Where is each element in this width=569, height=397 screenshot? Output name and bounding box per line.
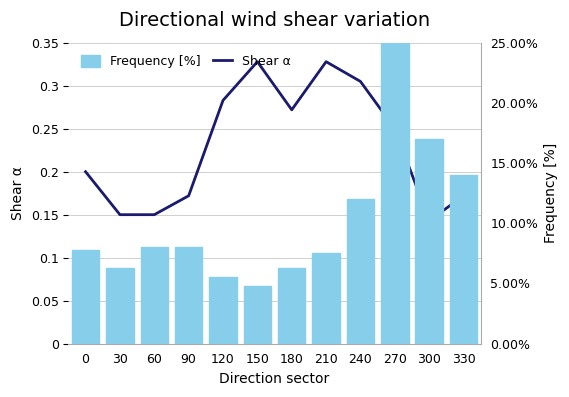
X-axis label: Direction sector: Direction sector — [220, 372, 329, 386]
Bar — [106, 268, 134, 344]
Bar — [278, 268, 306, 344]
Bar — [312, 253, 340, 344]
Bar — [72, 250, 100, 344]
Shear α — [288, 108, 295, 112]
Shear α — [426, 218, 432, 223]
Shear α — [117, 212, 123, 217]
Y-axis label: Frequency [%]: Frequency [%] — [544, 143, 558, 243]
Shear α — [391, 126, 398, 131]
Bar — [347, 199, 374, 344]
Shear α — [357, 79, 364, 84]
Bar — [175, 247, 203, 344]
Legend: Frequency [%], Shear α: Frequency [%], Shear α — [75, 49, 296, 75]
Shear α — [82, 170, 89, 174]
Shear α — [185, 193, 192, 198]
Bar — [209, 278, 237, 344]
Shear α — [220, 98, 226, 103]
Y-axis label: Shear α: Shear α — [11, 166, 25, 220]
Shear α — [151, 212, 158, 217]
Bar — [381, 0, 409, 344]
Line: Shear α: Shear α — [85, 62, 464, 221]
Title: Directional wind shear variation: Directional wind shear variation — [119, 11, 430, 30]
Bar — [450, 175, 477, 344]
Shear α — [254, 59, 261, 64]
Bar — [415, 139, 443, 344]
Shear α — [460, 193, 467, 198]
Shear α — [323, 59, 329, 64]
Bar — [141, 247, 168, 344]
Bar — [244, 286, 271, 344]
